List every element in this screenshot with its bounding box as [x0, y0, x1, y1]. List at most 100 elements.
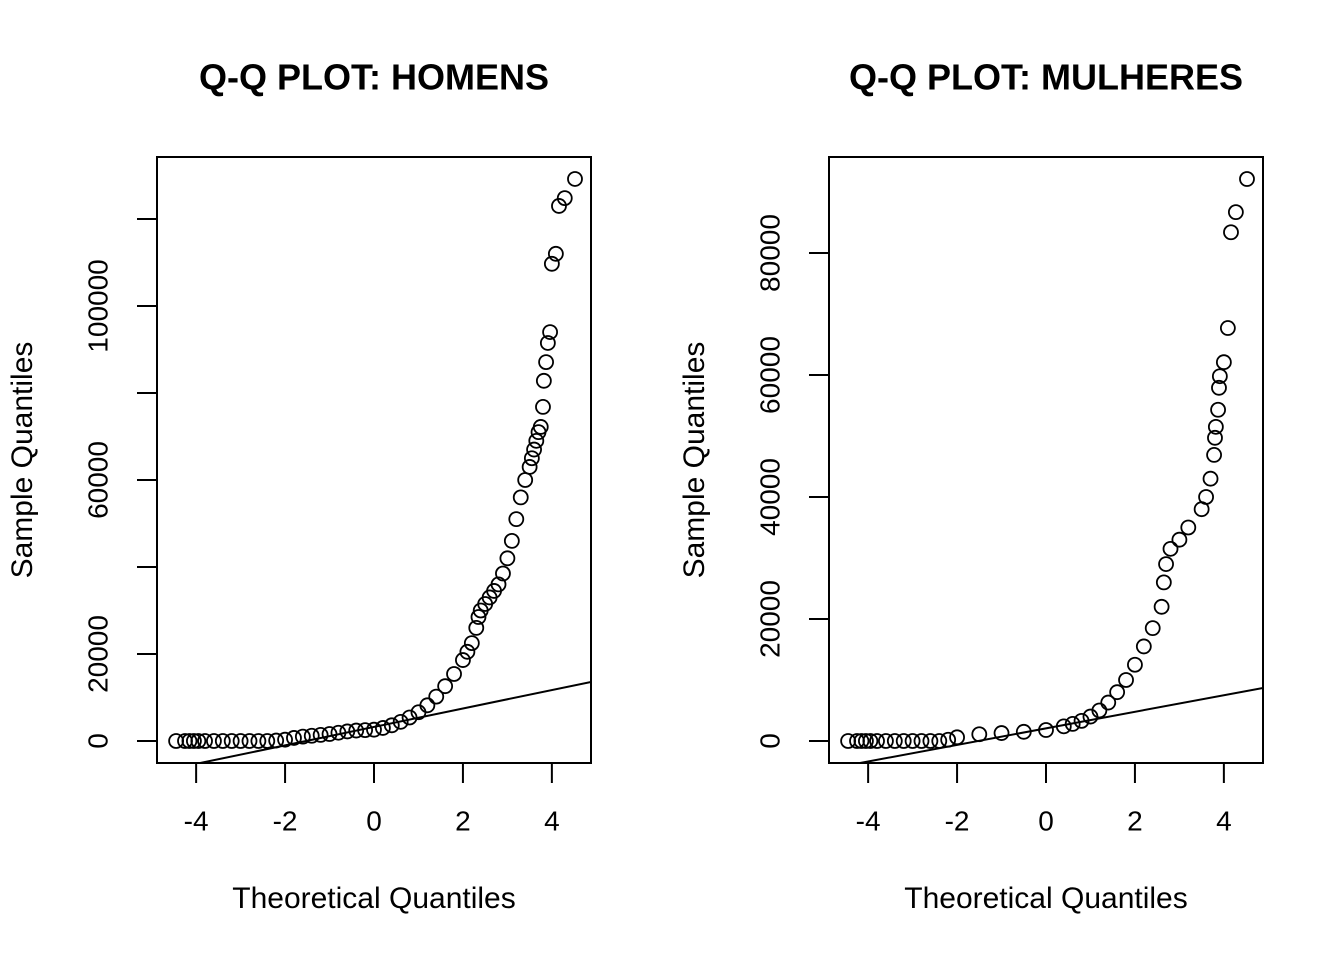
qq-point [1207, 418, 1224, 435]
qq-point [878, 733, 894, 749]
qq-point [940, 731, 957, 748]
qq-point [312, 726, 329, 743]
qq-point [1064, 716, 1081, 732]
qq-point [1091, 702, 1108, 719]
qq-point [1206, 447, 1222, 463]
y-axis-label: Sample Quantiles [678, 342, 711, 579]
qq-line [195, 680, 591, 763]
qq-point [539, 335, 556, 351]
qq-point [535, 372, 552, 389]
qq-point [223, 733, 240, 749]
qq-point [383, 717, 400, 734]
qq-point [401, 709, 418, 726]
chart-title: Q-Q PLOT: MULHERES [849, 57, 1243, 98]
qq-line [854, 686, 1263, 763]
qq-point [1227, 204, 1244, 221]
y-tick-label: 0 [82, 733, 113, 749]
qq-point [428, 688, 445, 705]
x-tick-label: 4 [544, 805, 560, 836]
qq-point [1207, 429, 1223, 446]
qq-point [508, 511, 525, 528]
chart-title: Q-Q PLOT: HOMENS [199, 57, 549, 98]
qq-point [294, 728, 311, 745]
qq-point [931, 733, 948, 749]
y-tick-label: 100000 [82, 259, 113, 352]
qq-point [348, 722, 365, 739]
x-tick-label: -2 [273, 805, 298, 836]
qq-point [567, 171, 583, 187]
qq-point [1055, 718, 1072, 735]
x-tick-label: -4 [856, 805, 881, 836]
qq-point [922, 733, 939, 749]
x-tick-label: -4 [184, 805, 209, 836]
qq-point [303, 727, 320, 744]
qq-point [895, 733, 912, 749]
qq-point [232, 733, 249, 749]
qq-point [1162, 540, 1179, 557]
qq-point [357, 722, 374, 739]
qq-point [512, 489, 529, 506]
qq-point [197, 733, 213, 749]
qq-point [1155, 574, 1172, 591]
qq-point [495, 565, 511, 582]
y-tick-label: 20000 [754, 580, 785, 658]
qq-point [1210, 401, 1226, 418]
panel: Q-Q PLOT: HOMENS Theoretical Quantiles Sam… [6, 57, 592, 915]
qq-point [528, 432, 545, 449]
qq-point [1015, 723, 1032, 740]
x-tick-label: 4 [1216, 805, 1232, 836]
qq-point [532, 419, 549, 435]
qq-point [1100, 694, 1117, 711]
x-tick-label: 2 [1127, 805, 1143, 836]
qq-point [392, 713, 409, 730]
qq-point [904, 733, 921, 749]
qq-point [339, 723, 356, 740]
x-axis-label: Theoretical Quantiles [232, 882, 515, 915]
qq-point [535, 399, 551, 415]
qq-point [459, 643, 476, 660]
qq-point [250, 733, 267, 749]
qq-point [1038, 722, 1054, 738]
plot-box [828, 156, 1264, 764]
qq-point [1135, 638, 1152, 655]
qq-point [853, 733, 870, 749]
qq-point [1202, 470, 1219, 487]
qq-point [949, 729, 965, 746]
y-tick-label: 40000 [754, 458, 785, 536]
qq-point [1073, 712, 1090, 729]
qq-point [913, 733, 930, 749]
qq-point [869, 733, 885, 749]
qq-point [1239, 171, 1255, 187]
panel: Q-Q PLOT: MULHERES Theoretical Quantiles S… [678, 57, 1264, 915]
qq-point [521, 459, 538, 475]
x-tick-label: 0 [1038, 805, 1054, 836]
y-tick-label: 80000 [754, 214, 785, 292]
qq-point [556, 190, 573, 207]
x-tick-label: -2 [945, 805, 970, 836]
qq-point [470, 609, 487, 625]
qq-point [1211, 368, 1228, 385]
qq-point [446, 666, 462, 682]
qq-point [259, 733, 276, 749]
x-tick-label: 2 [455, 805, 471, 836]
qq-point [374, 720, 391, 736]
qq-point [419, 697, 436, 714]
qq-point [268, 732, 285, 749]
qq-point [517, 472, 534, 488]
qq-point [1171, 531, 1188, 548]
qq-point [499, 550, 516, 567]
qq-point [468, 619, 485, 636]
qq-point [971, 726, 988, 743]
qq-point [321, 726, 338, 742]
qq-point [1180, 519, 1197, 536]
qq-point [886, 733, 903, 749]
qq-point [993, 725, 1010, 741]
qq-point [551, 198, 567, 214]
qq-point [186, 733, 202, 749]
qq-point [366, 721, 382, 738]
y-tick-label: 0 [754, 733, 785, 749]
qq-point [526, 441, 542, 458]
qq-point [181, 733, 198, 749]
